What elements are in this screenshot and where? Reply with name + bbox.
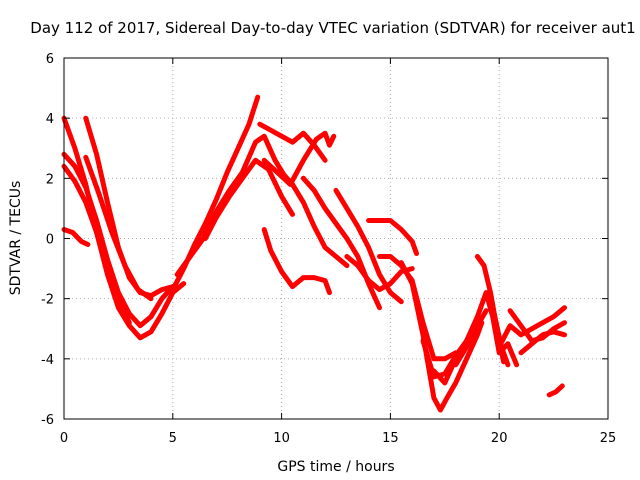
y-tick-label: 0: [46, 233, 54, 248]
series-track-25: [496, 305, 567, 350]
y-tick-label: 6: [46, 52, 54, 67]
x-tick-label: 20: [491, 431, 508, 446]
series-track-12: [261, 130, 337, 187]
grid-lines: [63, 57, 609, 420]
x-axis-label: GPS time / hours: [277, 459, 394, 475]
x-tick-label: 10: [273, 431, 290, 446]
series-track-4: [61, 227, 91, 247]
series-track-3: [61, 163, 132, 326]
x-tick-label: 5: [169, 431, 177, 446]
y-tick-label: -6: [41, 413, 54, 428]
series-track-27: [518, 329, 567, 356]
y-tick-label: 4: [46, 112, 54, 127]
y-tick-label: -2: [41, 293, 54, 308]
y-axis-label: SDTVAR / TECUs: [8, 181, 24, 296]
x-tick-label: 15: [382, 431, 399, 446]
series-track-8: [174, 133, 289, 278]
series-track-9: [202, 157, 295, 241]
axis-ticks: 0 5 10 15 20 25 -6 -4 -2 0 2 4 6: [41, 52, 616, 446]
series-track-19: [398, 260, 485, 413]
chart-title: Day 112 of 2017, Sidereal Day-to-day VTE…: [30, 19, 635, 37]
series-track-6: [83, 154, 154, 302]
series-track-16: [366, 218, 419, 256]
series-track-22: [453, 308, 489, 368]
series-track-13: [279, 169, 350, 269]
data-series-group: [61, 94, 567, 413]
y-tick-label: -4: [41, 353, 54, 368]
series-track-17: [344, 254, 415, 293]
y-tick-label: 2: [46, 172, 54, 187]
x-tick-label: 0: [60, 431, 68, 446]
series-track-10: [261, 227, 332, 296]
series-track-15: [333, 187, 404, 305]
x-tick-label: 25: [600, 431, 617, 446]
series-track-28: [546, 383, 565, 398]
series-track-24: [485, 290, 511, 368]
